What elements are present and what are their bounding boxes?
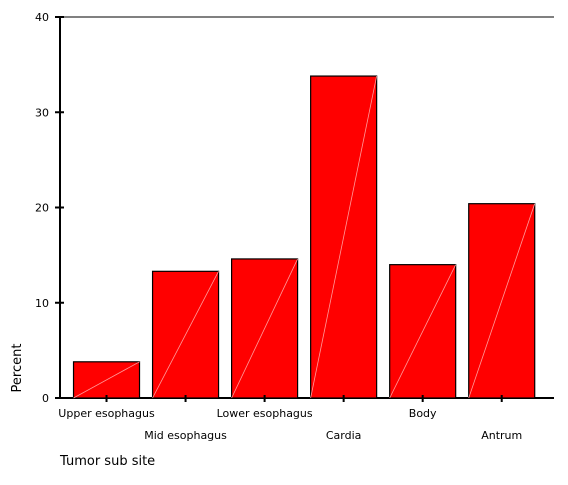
y-tick-label: 30 [35, 106, 49, 119]
y-tick-label: 0 [42, 392, 49, 405]
bar-hatch-line [468, 203, 536, 399]
x-tick-label: Body [409, 407, 437, 420]
x-tick-label: Mid esophagus [144, 429, 227, 442]
y-tick-label: 10 [35, 297, 49, 310]
x-tick-label: Lower esophagus [217, 407, 313, 420]
bar-hatch-line [310, 75, 378, 399]
x-axis-title: Tumor sub site [59, 454, 155, 469]
bars-group [72, 75, 536, 399]
bar-hatch-line [73, 361, 140, 399]
y-tick-label: 20 [35, 202, 49, 215]
bar-hatch-line [152, 271, 219, 399]
y-axis-title: Percent [10, 344, 25, 393]
y-axis-ticks: 0 10 20 30 40 [35, 11, 64, 405]
x-tick-label: Antrum [481, 429, 522, 442]
bar-hatch-line [231, 258, 298, 399]
x-tick-label: Cardia [326, 429, 362, 442]
x-tick-label: Upper esophagus [58, 407, 155, 420]
y-tick-label: 40 [35, 11, 49, 24]
bar-hatch-line [389, 264, 457, 399]
x-axis-ticks: Upper esophagus Mid esophagus Lower esopha… [58, 395, 522, 442]
